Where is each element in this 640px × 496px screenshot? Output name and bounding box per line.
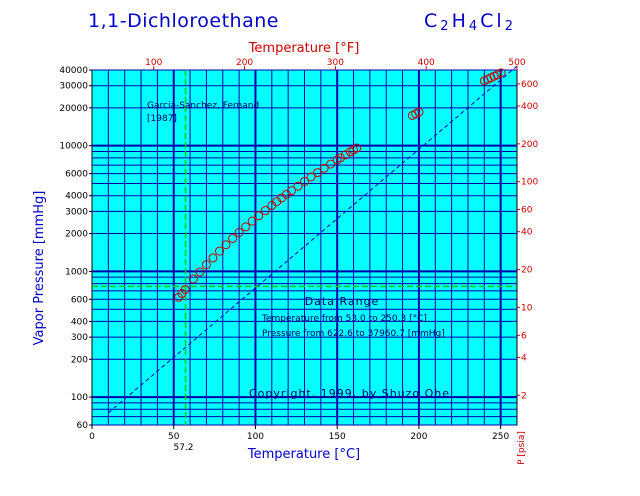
x2-tick-label: 200 xyxy=(236,58,253,68)
x-tick-label: 150 xyxy=(329,432,346,442)
formula-part: 2 xyxy=(504,19,516,34)
data-point xyxy=(335,153,345,163)
x-tick-label: 200 xyxy=(410,432,427,442)
data-point xyxy=(300,176,309,186)
data-point xyxy=(306,172,316,182)
data-point xyxy=(215,246,224,256)
x-tick-label: 0 xyxy=(89,432,95,442)
data-point xyxy=(496,68,506,78)
y-tick-label: 400 xyxy=(71,317,88,327)
formula-part: 4 xyxy=(468,19,481,34)
fit-line xyxy=(108,65,518,414)
copyright-note: Copyright, 1999, by Shuzo Ohe xyxy=(249,387,450,400)
y-tick-label: 40000 xyxy=(59,66,88,76)
y2-tick-label: 40 xyxy=(521,228,533,238)
y-tick-label: 4000 xyxy=(65,192,88,202)
reference-author: Garcia-Sanchez, Fernand xyxy=(147,101,259,111)
temperature-range: Temperature from 53.0 to 250.3 [°C] xyxy=(261,314,427,324)
x2-tick-label: 400 xyxy=(418,58,435,68)
data-point xyxy=(414,107,424,117)
y-axis-title: Vapor Pressure [mmHg] xyxy=(32,191,47,346)
y2-tick-label: 100 xyxy=(521,178,538,188)
y-tick-label: 10000 xyxy=(59,142,88,152)
x-tick-label: 250 xyxy=(492,432,509,442)
data-point xyxy=(221,240,231,250)
data-point xyxy=(313,168,323,178)
y-tick-label: 3000 xyxy=(65,207,88,217)
boiling-point-label: 57.2 xyxy=(173,443,193,453)
formula-part: H xyxy=(451,10,469,32)
x2-tick-label: 100 xyxy=(145,58,162,68)
data-point xyxy=(180,285,190,295)
y2-tick-label: 60 xyxy=(521,206,533,216)
x-tick-label: 50 xyxy=(168,432,180,442)
pressure-range: Pressure from 622.6 to 37960.7 [mmHg] xyxy=(262,329,445,339)
y-tick-label: 100 xyxy=(71,393,88,403)
page-title: 1,1-Dichloroethane xyxy=(88,10,279,32)
y2-tick-label: 200 xyxy=(521,140,538,150)
data-point xyxy=(293,181,303,191)
y2-tick-label: 20 xyxy=(521,266,533,276)
y-tick-label: 6000 xyxy=(65,170,88,180)
y-tick-label: 200 xyxy=(71,355,88,365)
data-point xyxy=(326,159,336,169)
data-point xyxy=(340,150,350,160)
y2-tick-label: 400 xyxy=(521,102,538,112)
data-point xyxy=(319,163,329,173)
x2-axis-title: Temperature [°F] xyxy=(248,41,360,56)
data-point xyxy=(247,216,257,226)
y-tick-label: 60 xyxy=(77,421,89,431)
data-point xyxy=(201,260,211,270)
y-tick-label: 30000 xyxy=(59,82,88,92)
y2-tick-label: 600 xyxy=(521,80,538,90)
y-tick-label: 20000 xyxy=(59,104,88,114)
chemical-formula: C2H4Cl2 xyxy=(424,10,516,34)
y2-tick-label: 6 xyxy=(521,331,527,341)
y2-tick-label: 10 xyxy=(521,303,533,313)
y2-axis-title: P [psia] xyxy=(517,431,527,465)
data-point xyxy=(352,143,362,153)
data-range-title: Data Range xyxy=(305,295,380,308)
reference-year: [1987] xyxy=(147,114,177,124)
x-axis-title: Temperature [°C] xyxy=(247,447,360,462)
y2-tick-label: 2 xyxy=(521,391,527,401)
data-point xyxy=(208,253,218,263)
y-tick-label: 300 xyxy=(71,333,88,343)
data-point xyxy=(260,206,270,216)
data-point xyxy=(188,274,198,284)
data-point xyxy=(241,222,251,232)
formula-part: Cl xyxy=(480,10,505,32)
formula-part: 2 xyxy=(440,19,452,34)
x2-tick-label: 500 xyxy=(508,58,525,68)
data-point xyxy=(228,233,238,243)
y2-tick-label: 4 xyxy=(521,353,527,363)
y-tick-label: 600 xyxy=(71,295,88,305)
x2-tick-label: 300 xyxy=(327,58,344,68)
data-point xyxy=(195,267,205,277)
formula-part: C xyxy=(424,10,441,32)
data-point xyxy=(254,211,264,221)
y-tick-label: 1000 xyxy=(65,267,88,277)
y-tick-label: 2000 xyxy=(65,230,88,240)
data-point xyxy=(234,227,244,237)
x-tick-label: 100 xyxy=(247,432,264,442)
data-point xyxy=(286,186,296,196)
